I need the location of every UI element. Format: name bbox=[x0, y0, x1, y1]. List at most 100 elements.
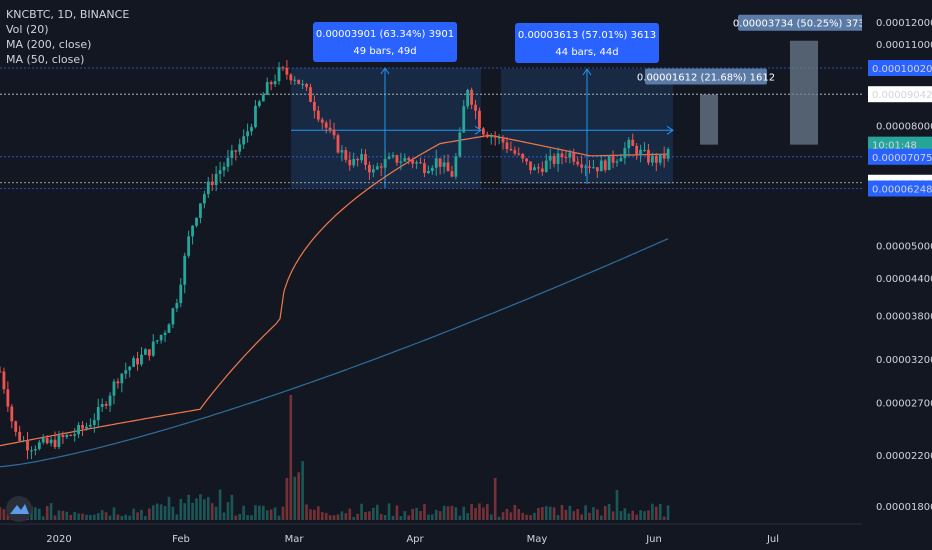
candle-body bbox=[662, 153, 666, 159]
candle-body bbox=[537, 167, 540, 169]
volume-bar bbox=[615, 490, 619, 520]
volume-bar bbox=[533, 512, 536, 520]
projection-label-box bbox=[738, 14, 866, 31]
volume-bar bbox=[151, 505, 155, 520]
candle-body bbox=[128, 366, 132, 371]
volume-bar bbox=[320, 512, 324, 520]
volume-bar bbox=[179, 498, 183, 520]
volume-bar bbox=[238, 514, 242, 520]
candle-body bbox=[658, 153, 662, 163]
candle-body bbox=[242, 136, 246, 145]
candle-body bbox=[254, 105, 257, 128]
volume-bar bbox=[647, 510, 650, 520]
candle-body bbox=[49, 439, 53, 444]
candle-body bbox=[293, 79, 297, 81]
candle-body bbox=[631, 139, 635, 146]
price-label-bg bbox=[868, 148, 932, 165]
candle-body bbox=[383, 158, 387, 168]
time-tick-label: Jul bbox=[766, 534, 779, 545]
time-tick-label: Feb bbox=[172, 534, 190, 545]
candle-body bbox=[592, 167, 595, 169]
volume-bar bbox=[234, 515, 238, 520]
candle-body bbox=[399, 161, 403, 163]
candle-body bbox=[387, 156, 391, 159]
volume-bar bbox=[627, 513, 631, 520]
candle-body bbox=[552, 155, 556, 164]
candle-body bbox=[576, 161, 580, 165]
legend-ma200: MA (200, close) bbox=[6, 38, 91, 51]
candle-body bbox=[187, 236, 191, 256]
volume-bar bbox=[399, 516, 403, 520]
candle-body bbox=[132, 358, 136, 367]
volume-bar bbox=[423, 504, 426, 520]
volume-bar bbox=[576, 509, 580, 520]
projection-bar[interactable] bbox=[700, 94, 718, 145]
volume-bar bbox=[262, 505, 265, 520]
candle-body bbox=[147, 349, 151, 356]
price-label: 0.00009042 bbox=[872, 90, 932, 101]
candle-body bbox=[257, 101, 261, 106]
candle-body bbox=[403, 158, 407, 162]
price-axis[interactable]: 0.00012000 0.00011000 0.00008000 0.00005000… bbox=[862, 0, 932, 550]
candle-body bbox=[313, 101, 316, 111]
volume-bar bbox=[96, 513, 100, 520]
volume-bar bbox=[269, 509, 273, 520]
volume-bar bbox=[191, 502, 194, 520]
projection-bar[interactable] bbox=[790, 40, 818, 145]
candle-body bbox=[124, 370, 128, 374]
candle-body bbox=[265, 82, 269, 95]
candle-body bbox=[560, 153, 564, 158]
candle-body bbox=[513, 150, 517, 154]
volume-bar bbox=[148, 508, 151, 520]
measure-arrow-up bbox=[582, 68, 592, 76]
volume-bar bbox=[442, 505, 446, 520]
projection-label: 0.00003734 (50.25%) 3734 bbox=[733, 19, 871, 30]
volume-bar bbox=[340, 511, 344, 520]
candle-body bbox=[556, 153, 560, 164]
candle-body bbox=[218, 170, 222, 174]
candle-body bbox=[356, 158, 360, 161]
candle-body bbox=[423, 163, 426, 174]
volume-bar bbox=[544, 506, 548, 520]
volume-bar bbox=[336, 514, 340, 520]
volume-bar bbox=[352, 516, 355, 520]
price-label-bg bbox=[868, 60, 932, 77]
volume-bar bbox=[222, 512, 226, 520]
volume-bar bbox=[655, 506, 658, 520]
logo[interactable] bbox=[6, 496, 32, 522]
candle-body bbox=[407, 158, 411, 160]
candle-body bbox=[45, 438, 49, 444]
candle-body bbox=[481, 128, 485, 135]
volume-bar bbox=[666, 505, 670, 520]
volume-bar bbox=[195, 498, 198, 520]
volume-bar bbox=[364, 512, 367, 520]
volume-bar bbox=[45, 505, 49, 520]
candle-body bbox=[2, 371, 6, 390]
time-axis[interactable]: 2020 Feb Mar Apr May Jun Jul bbox=[0, 523, 862, 545]
volume-bar bbox=[132, 508, 135, 520]
volume-bar bbox=[348, 508, 352, 520]
candle-body bbox=[22, 440, 25, 442]
volume-bar bbox=[387, 503, 391, 520]
candle-body bbox=[195, 217, 198, 226]
volume-bar bbox=[69, 514, 73, 520]
candle-body bbox=[69, 434, 73, 436]
candle-body bbox=[485, 134, 489, 138]
price-label: 0.00006248 bbox=[872, 185, 932, 196]
candle-body bbox=[442, 162, 446, 167]
volume-bar bbox=[159, 504, 163, 520]
candle-body bbox=[230, 150, 234, 158]
projection-bars[interactable] bbox=[700, 40, 818, 145]
volume-bar bbox=[466, 513, 469, 520]
candle-body bbox=[41, 438, 45, 443]
volume-bar bbox=[285, 478, 289, 520]
volume-bar bbox=[592, 507, 595, 520]
volume-bar bbox=[53, 515, 57, 520]
volume-bar bbox=[383, 514, 387, 520]
volume-bar bbox=[210, 503, 214, 520]
measure-label-box bbox=[515, 23, 659, 64]
candle-body bbox=[572, 152, 576, 162]
candle-body bbox=[434, 158, 438, 168]
measure-box[interactable] bbox=[291, 68, 481, 189]
